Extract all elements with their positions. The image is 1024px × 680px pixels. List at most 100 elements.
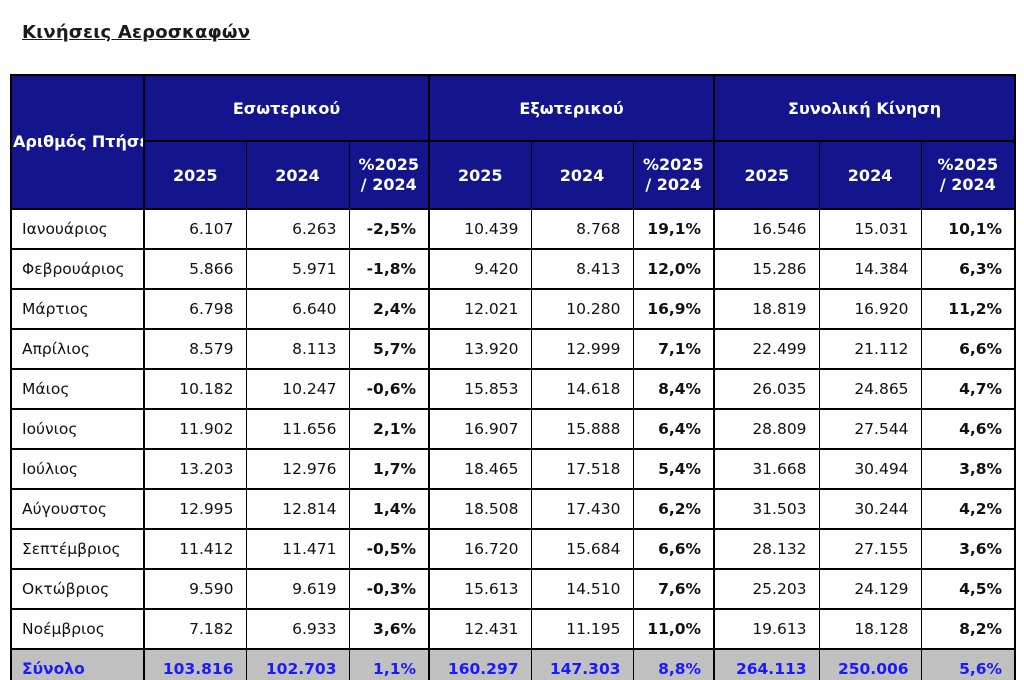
pct-cell: 1,4% bbox=[348, 488, 430, 530]
value-cell: 10.182 bbox=[143, 368, 247, 410]
value-cell: 19.613 bbox=[713, 608, 820, 650]
pct-header: %2025 / 2024 bbox=[920, 140, 1016, 210]
value-cell: 12.431 bbox=[428, 608, 532, 650]
header-year-row: 2025 2024 %2025 / 2024 2025 2024 %2025 /… bbox=[11, 140, 1016, 210]
value-cell: 18.508 bbox=[428, 488, 532, 530]
pct-header-line2: / 2024 bbox=[360, 175, 417, 194]
value-cell: 15.613 bbox=[428, 568, 532, 610]
pct-cell: 2,4% bbox=[348, 288, 430, 330]
month-cell: Φεβρουάριος bbox=[10, 248, 145, 290]
pct-cell: -0,5% bbox=[348, 528, 430, 570]
pct-header-line2: / 2024 bbox=[645, 175, 702, 194]
value-cell: 9.420 bbox=[428, 248, 532, 290]
value-cell: 8.113 bbox=[245, 328, 350, 370]
table-row: Μάιος 10.182 10.247 -0,6% 15.853 14.618 … bbox=[10, 368, 1016, 410]
year-header-2024: 2024 bbox=[818, 140, 922, 210]
pct-cell: 4,7% bbox=[920, 368, 1016, 410]
value-cell: 12.021 bbox=[428, 288, 532, 330]
value-cell: 30.244 bbox=[818, 488, 922, 530]
month-cell: Ιούλιος bbox=[10, 448, 145, 490]
pct-header-line2: / 2024 bbox=[939, 175, 996, 194]
group-header-total: Συνολική Κίνηση bbox=[713, 74, 1016, 142]
value-cell: 6.263 bbox=[245, 208, 350, 250]
month-cell: Μάιος bbox=[10, 368, 145, 410]
pct-cell: 6,6% bbox=[632, 528, 715, 570]
value-cell: 16.907 bbox=[428, 408, 532, 450]
pct-cell: 4,5% bbox=[920, 568, 1016, 610]
value-cell: 15.031 bbox=[818, 208, 922, 250]
month-cell: Νοέμβριος bbox=[10, 608, 145, 650]
pct-header: %2025 / 2024 bbox=[632, 140, 715, 210]
year-header-2025: 2025 bbox=[428, 140, 532, 210]
value-cell: 15.684 bbox=[530, 528, 634, 570]
value-cell: 5.866 bbox=[143, 248, 247, 290]
value-cell: 15.853 bbox=[428, 368, 532, 410]
pct-cell: 3,6% bbox=[348, 608, 430, 650]
month-cell: Ιανουάριος bbox=[10, 208, 145, 250]
value-cell: 12.999 bbox=[530, 328, 634, 370]
value-cell: 8.768 bbox=[530, 208, 634, 250]
month-cell: Απρίλιος bbox=[10, 328, 145, 370]
pct-cell: 7,6% bbox=[632, 568, 715, 610]
pct-cell: 16,9% bbox=[632, 288, 715, 330]
total-value-cell: 102.703 bbox=[245, 648, 350, 680]
pct-header: %2025 / 2024 bbox=[348, 140, 430, 210]
month-cell: Οκτώβριος bbox=[10, 568, 145, 610]
year-header-2024: 2024 bbox=[245, 140, 350, 210]
pct-cell: 3,6% bbox=[920, 528, 1016, 570]
value-cell: 11.412 bbox=[143, 528, 247, 570]
month-cell: Ιούνιος bbox=[10, 408, 145, 450]
value-cell: 11.471 bbox=[245, 528, 350, 570]
value-cell: 16.546 bbox=[713, 208, 820, 250]
value-cell: 18.465 bbox=[428, 448, 532, 490]
page-title: Κινήσεις Αεροσκαφών bbox=[22, 22, 251, 43]
value-cell: 8.579 bbox=[143, 328, 247, 370]
value-cell: 13.920 bbox=[428, 328, 532, 370]
pct-cell: 6,6% bbox=[920, 328, 1016, 370]
year-header-2025: 2025 bbox=[713, 140, 820, 210]
value-cell: 8.413 bbox=[530, 248, 634, 290]
pct-cell: 4,2% bbox=[920, 488, 1016, 530]
pct-header-line1: %2025 bbox=[643, 155, 704, 174]
value-cell: 12.976 bbox=[245, 448, 350, 490]
table-row: Απρίλιος 8.579 8.113 5,7% 13.920 12.999 … bbox=[10, 328, 1016, 370]
pct-cell: 8,4% bbox=[632, 368, 715, 410]
pct-cell: 4,6% bbox=[920, 408, 1016, 450]
value-cell: 27.155 bbox=[818, 528, 922, 570]
value-cell: 28.809 bbox=[713, 408, 820, 450]
value-cell: 31.668 bbox=[713, 448, 820, 490]
value-cell: 5.971 bbox=[245, 248, 350, 290]
month-cell: Σεπτέμβριος bbox=[10, 528, 145, 570]
table-row: Ιούλιος 13.203 12.976 1,7% 18.465 17.518… bbox=[10, 448, 1016, 490]
value-cell: 6.933 bbox=[245, 608, 350, 650]
table-row: Ιανουάριος 6.107 6.263 -2,5% 10.439 8.76… bbox=[10, 208, 1016, 250]
value-cell: 21.112 bbox=[818, 328, 922, 370]
pct-cell: 11,2% bbox=[920, 288, 1016, 330]
value-cell: 6.640 bbox=[245, 288, 350, 330]
total-pct-cell: 1,1% bbox=[348, 648, 430, 680]
table-row: Φεβρουάριος 5.866 5.971 -1,8% 9.420 8.41… bbox=[10, 248, 1016, 290]
pct-cell: 5,7% bbox=[348, 328, 430, 370]
month-cell: Μάρτιος bbox=[10, 288, 145, 330]
value-cell: 18.128 bbox=[818, 608, 922, 650]
value-cell: 14.510 bbox=[530, 568, 634, 610]
value-cell: 15.888 bbox=[530, 408, 634, 450]
month-cell: Αύγουστος bbox=[10, 488, 145, 530]
value-cell: 17.518 bbox=[530, 448, 634, 490]
pct-cell: 7,1% bbox=[632, 328, 715, 370]
pct-cell: 6,4% bbox=[632, 408, 715, 450]
pct-cell: 5,4% bbox=[632, 448, 715, 490]
table-row: Σεπτέμβριος 11.412 11.471 -0,5% 16.720 1… bbox=[10, 528, 1016, 570]
total-value-cell: 264.113 bbox=[713, 648, 820, 680]
value-cell: 17.430 bbox=[530, 488, 634, 530]
pct-header-line1: %2025 bbox=[937, 155, 999, 174]
pct-cell: 11,0% bbox=[632, 608, 715, 650]
value-cell: 13.203 bbox=[143, 448, 247, 490]
value-cell: 27.544 bbox=[818, 408, 922, 450]
total-pct-cell: 5,6% bbox=[920, 648, 1016, 680]
value-cell: 6.107 bbox=[143, 208, 247, 250]
total-pct-cell: 8,8% bbox=[632, 648, 715, 680]
total-value-cell: 147.303 bbox=[530, 648, 634, 680]
aircraft-movements-table: Αριθμός Πτήσεων Εσωτερικού Εξωτερικού Συ… bbox=[10, 74, 1017, 680]
